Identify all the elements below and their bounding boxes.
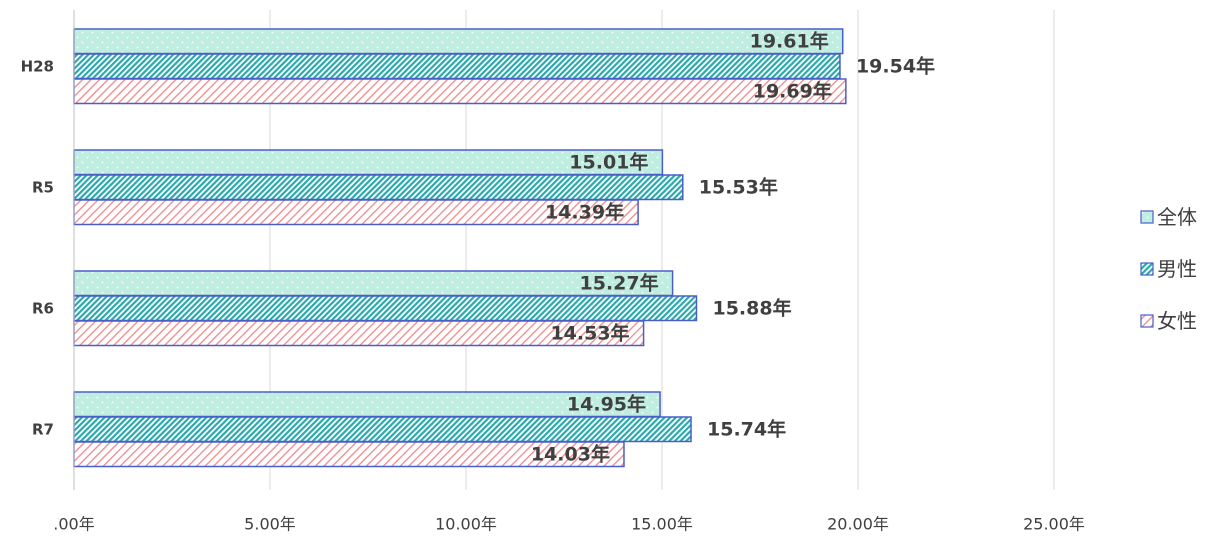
legend-label-1: 男性	[1157, 257, 1197, 281]
data-label-H28-series-1: 19.54年	[856, 54, 935, 77]
axes: H28 R5 R6 R7 .00年 5.00年 10.00年 15.00年 20.00年 25.0…	[21, 10, 1085, 534]
bar-H28-series-0	[73, 28, 844, 55]
legend-label-2: 女性	[1157, 309, 1197, 333]
x-tick-label-5: 25.00年	[1023, 515, 1085, 534]
category-label-R7: R7	[32, 420, 54, 438]
data-label-R5-series-0: 15.01年	[569, 150, 648, 173]
bar-R7-series-2	[73, 441, 625, 468]
bar-H28-series-1	[73, 53, 841, 80]
bar-H28-series-2	[73, 78, 847, 105]
legend-swatch-1	[1140, 262, 1154, 276]
bar-R7-series-1	[73, 416, 692, 443]
data-label-R6-series-2: 14.53年	[550, 321, 629, 344]
category-label-R6: R6	[32, 299, 54, 317]
data-label-R7-series-1: 15.74年	[707, 417, 786, 440]
x-tick-label-1: 5.00年	[244, 515, 296, 534]
x-tick-label-4: 20.00年	[827, 515, 889, 534]
category-label-R5: R5	[32, 178, 54, 196]
bar-R6-series-1	[73, 295, 698, 322]
bar-R5-series-0	[73, 149, 664, 176]
category-label-H28: H28	[21, 57, 54, 75]
x-tick-label-2: 10.00年	[435, 515, 497, 534]
bar-R5-series-2	[73, 199, 639, 226]
bar-R5-series-1	[73, 174, 684, 201]
x-tick-label-0: .00年	[53, 515, 94, 534]
data-label-H28-series-2: 19.69年	[753, 79, 832, 102]
data-label-R7-series-2: 14.03年	[531, 442, 610, 465]
data-label-H28-series-0: 19.61年	[750, 29, 829, 52]
data-label-R5-series-1: 15.53年	[699, 175, 778, 198]
legend-label-0: 全体	[1157, 205, 1197, 229]
bar-R6-series-2	[73, 320, 645, 347]
data-label-R7-series-0: 14.95年	[567, 392, 646, 415]
bars	[73, 28, 847, 468]
data-label-R6-series-1: 15.88年	[712, 296, 791, 319]
x-tick-label-3: 15.00年	[631, 515, 693, 534]
data-label-R5-series-2: 14.39年	[545, 200, 624, 223]
bar-R7-series-0	[73, 391, 661, 418]
legend-swatch-2	[1140, 314, 1154, 328]
data-label-R6-series-0: 15.27年	[579, 271, 658, 294]
data-labels: 19.61年 15.01年 15.27年 14.95年 19.54年 15.53年 15.8…	[531, 29, 935, 465]
legend-swatch-0	[1140, 210, 1154, 224]
